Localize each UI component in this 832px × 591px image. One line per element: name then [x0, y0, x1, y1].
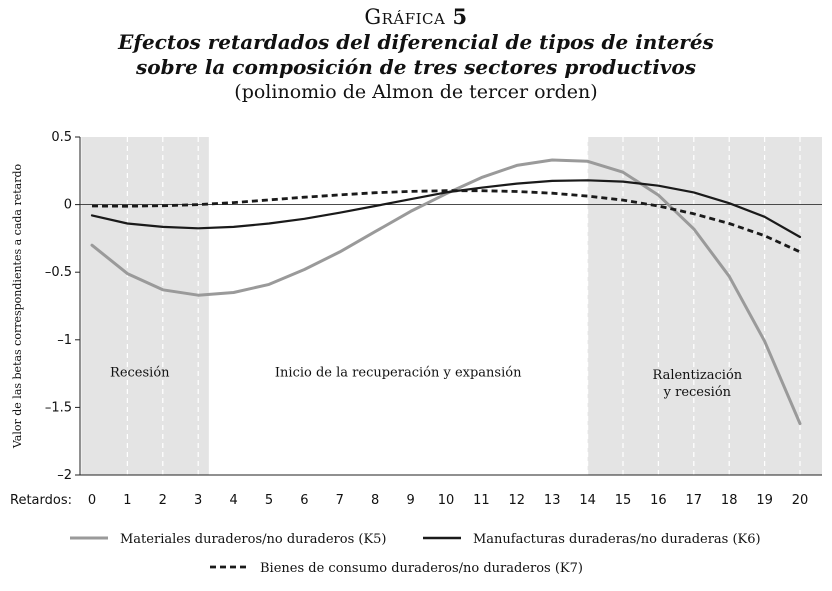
shaded-region-1: [587, 137, 822, 475]
x-tick-label: 3: [194, 493, 202, 508]
x-tick-label: 20: [792, 493, 809, 508]
region-label: y recesión: [663, 385, 732, 400]
chart-subtitle: (polinomio de Almon de tercer orden): [234, 81, 598, 103]
x-tick-label: 0: [88, 493, 96, 508]
y-tick-label: 0: [64, 198, 72, 213]
x-tick-label: 4: [229, 493, 237, 508]
x-tick-label: 10: [438, 493, 455, 508]
legend-label: Bienes de consumo duraderos/no duraderos…: [260, 561, 583, 576]
x-tick-label: 18: [721, 493, 738, 508]
shaded-region-0: [81, 137, 209, 475]
x-tick-label: 17: [686, 493, 703, 508]
x-tick-label: 19: [756, 493, 773, 508]
legend-label: Materiales duraderos/no duraderos (K5): [120, 532, 387, 547]
y-tick-label: 0.5: [51, 130, 72, 145]
x-tick-label: 6: [300, 493, 308, 508]
y-tick-label: –0.5: [45, 265, 72, 280]
x-tick-label: 1: [123, 493, 131, 508]
legend-label: Manufacturas duraderas/no duraderas (K6): [473, 532, 761, 547]
x-tick-label: 15: [615, 493, 632, 508]
figure-label: Gráfica 5: [0, 4, 832, 30]
y-tick-label: –1: [57, 333, 72, 348]
x-tick-label: 2: [159, 493, 167, 508]
x-tick-label: 9: [406, 493, 414, 508]
y-tick-label: –2: [57, 468, 72, 483]
x-tick-label: 14: [579, 493, 596, 508]
figure-label-prefix: Gráfica: [364, 5, 446, 29]
figure-number: 5: [452, 4, 468, 29]
y-axis-label: Valor de las betas correspondientes a ca…: [11, 163, 24, 449]
x-tick-label: 5: [265, 493, 273, 508]
annotation-label: Inicio de la recuperación y expansión: [275, 365, 522, 380]
x-tick-label: 13: [544, 493, 561, 508]
series-line-1: [90, 179, 802, 239]
region-label: Recesión: [110, 365, 170, 380]
region-label: Ralentización: [652, 368, 742, 383]
x-tick-label: 8: [371, 493, 379, 508]
x-tick-label: 12: [509, 493, 526, 508]
x-tick-label: 11: [473, 493, 490, 508]
series-line-2: [91, 189, 801, 254]
x-axis-label: Retardos:: [10, 493, 72, 508]
title-block: Gráfica 5 Efectos retardados del diferen…: [0, 4, 832, 104]
x-tick-label: 7: [336, 493, 344, 508]
chart-title-line-1: Efectos retardados del diferencial de ti…: [118, 30, 714, 54]
y-tick-label: –1.5: [45, 400, 72, 415]
chart-title-line-2: sobre la composición de tres sectores pr…: [135, 55, 697, 79]
series-line-0: [90, 158, 802, 426]
x-tick-label: 16: [650, 493, 667, 508]
